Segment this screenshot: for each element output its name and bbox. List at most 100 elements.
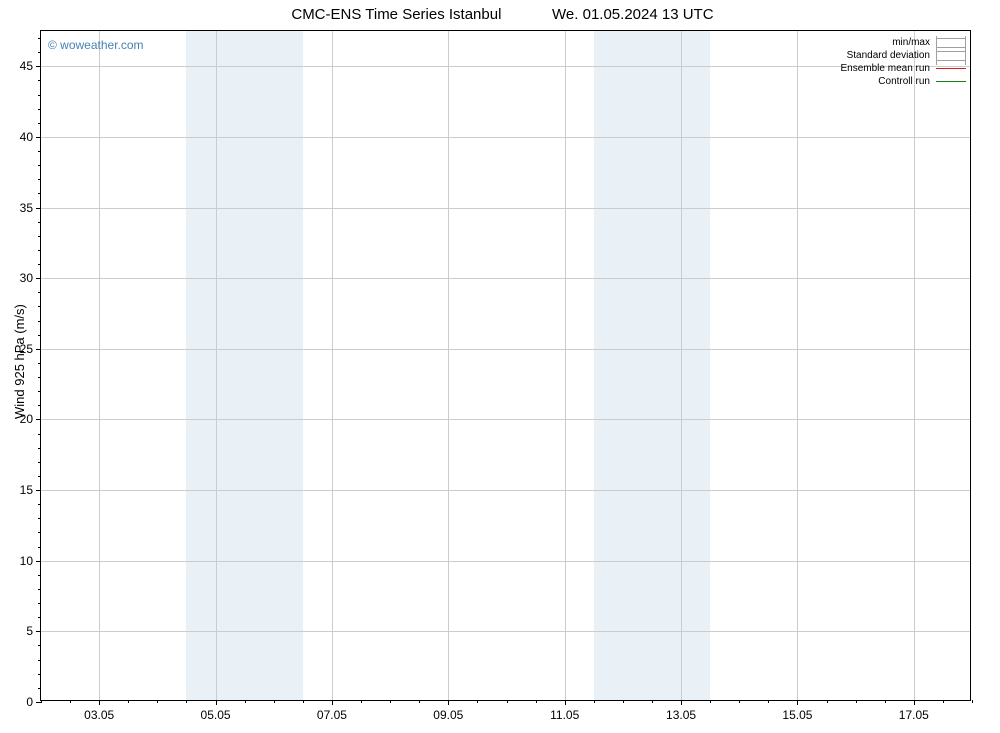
y-minor-tick	[38, 52, 41, 53]
chart-container: CMC-ENS Time Series Istanbul We. 01.05.2…	[0, 0, 1000, 733]
gridline-vertical	[797, 31, 798, 700]
y-minor-tick	[38, 645, 41, 646]
weekend-band	[186, 31, 302, 700]
x-minor-tick	[128, 700, 129, 703]
y-tick-label: 0	[26, 695, 33, 709]
x-tick-mark	[565, 700, 566, 705]
legend-label: Ensemble mean run	[841, 63, 931, 74]
x-tick-label: 17.05	[899, 708, 929, 722]
gridline-horizontal	[41, 561, 970, 562]
y-tick-mark	[36, 278, 41, 279]
x-minor-tick	[710, 700, 711, 703]
x-minor-tick	[390, 700, 391, 703]
y-minor-tick	[38, 335, 41, 336]
y-axis-label: Wind 925 hPa (m/s)	[12, 304, 27, 419]
y-minor-tick	[38, 547, 41, 548]
y-minor-tick	[38, 377, 41, 378]
y-minor-tick	[38, 193, 41, 194]
y-minor-tick	[38, 532, 41, 533]
x-tick-mark	[681, 700, 682, 705]
x-minor-tick	[303, 700, 304, 703]
gridline-vertical	[216, 31, 217, 700]
gridline-horizontal	[41, 419, 970, 420]
y-tick-mark	[36, 419, 41, 420]
weekend-band	[594, 31, 710, 700]
x-minor-tick	[361, 700, 362, 703]
y-tick-mark	[36, 137, 41, 138]
y-minor-tick	[38, 617, 41, 618]
y-minor-tick	[38, 123, 41, 124]
x-minor-tick	[70, 700, 71, 703]
y-minor-tick	[38, 391, 41, 392]
x-minor-tick	[827, 700, 828, 703]
y-minor-tick	[38, 405, 41, 406]
x-tick-mark	[448, 700, 449, 705]
x-minor-tick	[856, 700, 857, 703]
y-minor-tick	[38, 292, 41, 293]
x-minor-tick	[477, 700, 478, 703]
y-minor-tick	[38, 448, 41, 449]
legend-item: Controll run	[821, 75, 966, 88]
plot-area: 05101520253035404503.0505.0507.0509.0511…	[40, 30, 971, 701]
y-tick-label: 30	[20, 271, 33, 285]
x-minor-tick	[652, 700, 653, 703]
y-tick-mark	[36, 66, 41, 67]
gridline-vertical	[914, 31, 915, 700]
gridline-horizontal	[41, 208, 970, 209]
y-minor-tick	[38, 321, 41, 322]
legend-label: Controll run	[878, 76, 930, 87]
chart-title-left: CMC-ENS Time Series Istanbul	[291, 6, 501, 23]
y-minor-tick	[38, 151, 41, 152]
gridline-vertical	[332, 31, 333, 700]
x-minor-tick	[245, 700, 246, 703]
x-minor-tick	[507, 700, 508, 703]
y-minor-tick	[38, 109, 41, 110]
x-tick-mark	[797, 700, 798, 705]
y-tick-mark	[36, 561, 41, 562]
legend-item: Standard deviation	[821, 49, 966, 62]
x-minor-tick	[274, 700, 275, 703]
x-tick-label: 05.05	[201, 708, 231, 722]
chart-legend: min/maxStandard deviationEnsemble mean r…	[821, 36, 966, 88]
y-tick-label: 10	[20, 554, 33, 568]
y-minor-tick	[38, 363, 41, 364]
y-tick-mark	[36, 349, 41, 350]
y-tick-label: 40	[20, 130, 33, 144]
gridline-horizontal	[41, 490, 970, 491]
gridline-horizontal	[41, 349, 970, 350]
y-minor-tick	[38, 236, 41, 237]
gridline-vertical	[565, 31, 566, 700]
x-minor-tick	[739, 700, 740, 703]
y-minor-tick	[38, 95, 41, 96]
x-minor-tick	[41, 700, 42, 703]
x-tick-label: 13.05	[666, 708, 696, 722]
y-tick-label: 5	[26, 624, 33, 638]
y-minor-tick	[38, 688, 41, 689]
x-tick-label: 03.05	[84, 708, 114, 722]
y-minor-tick	[38, 476, 41, 477]
x-minor-tick	[885, 700, 886, 703]
y-tick-label: 45	[20, 59, 33, 73]
y-minor-tick	[38, 462, 41, 463]
y-minor-tick	[38, 504, 41, 505]
y-tick-label: 35	[20, 201, 33, 215]
x-minor-tick	[943, 700, 944, 703]
y-tick-mark	[36, 208, 41, 209]
y-minor-tick	[38, 603, 41, 604]
y-minor-tick	[38, 589, 41, 590]
y-minor-tick	[38, 222, 41, 223]
x-tick-label: 09.05	[433, 708, 463, 722]
y-tick-mark	[36, 490, 41, 491]
x-tick-label: 11.05	[550, 708, 579, 722]
chart-title-right: We. 01.05.2024 13 UTC	[552, 6, 713, 23]
x-tick-mark	[216, 700, 217, 705]
legend-label: min/max	[892, 37, 930, 48]
y-minor-tick	[38, 250, 41, 251]
y-minor-tick	[38, 179, 41, 180]
y-tick-mark	[36, 631, 41, 632]
x-minor-tick	[623, 700, 624, 703]
gridline-vertical	[681, 31, 682, 700]
gridline-horizontal	[41, 631, 970, 632]
legend-swatch-box	[936, 38, 966, 48]
legend-swatch-line	[936, 81, 966, 82]
